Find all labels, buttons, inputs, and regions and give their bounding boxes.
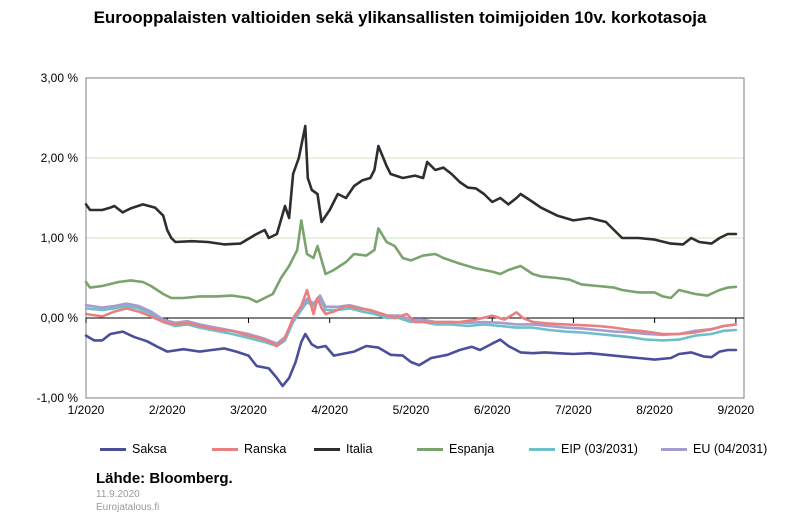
- source-note: Lähde: Bloomberg.: [96, 470, 233, 487]
- x-tick-label: 9/2020: [718, 403, 755, 417]
- x-tick-label: 7/2020: [555, 403, 592, 417]
- legend-label: Italia: [346, 442, 373, 456]
- legend-item: Espanja: [417, 442, 494, 456]
- legend-label: EU (04/2031): [693, 442, 768, 456]
- x-tick-label: 5/2020: [393, 403, 430, 417]
- legend-swatch: [314, 447, 340, 451]
- plot-frame: [85, 77, 745, 399]
- x-tick-label: 4/2020: [311, 403, 348, 417]
- legend-swatch: [661, 447, 687, 451]
- y-tick-label: 2,00 %: [41, 151, 79, 165]
- legend-swatch: [100, 447, 126, 451]
- series-line-ranska: [84, 288, 738, 348]
- legend-item: Ranska: [212, 442, 286, 456]
- legend-swatch: [529, 447, 555, 451]
- legend-item: Saksa: [100, 442, 167, 456]
- series-line-italia: [84, 124, 738, 246]
- series-line-eip-03-2031: [84, 296, 738, 348]
- x-tick-label: 3/2020: [230, 403, 267, 417]
- y-tick-label: 3,00 %: [41, 71, 79, 85]
- legend-item: EU (04/2031): [661, 442, 767, 456]
- legend-label: Ranska: [244, 442, 287, 456]
- series-line-espanja: [84, 219, 738, 304]
- legend-item: Italia: [314, 442, 372, 456]
- chart-title: Eurooppalaisten valtioiden sekä ylikansa…: [93, 8, 707, 27]
- site-name: Eurojatalous.fi: [96, 502, 160, 513]
- y-tick-label: 0,00 %: [41, 311, 79, 325]
- chart-legend: Saksa Ranska Italia Espanja EIP (03/2031) EU …: [100, 442, 767, 458]
- y-tick-label: 1,00 %: [41, 231, 79, 245]
- legend-label: Espanja: [449, 442, 495, 456]
- x-tick-label: 1/2020: [68, 403, 105, 417]
- publish-date: 11.9.2020: [96, 489, 140, 500]
- x-tick-label: 2/2020: [149, 403, 186, 417]
- legend-label: EIP (03/2031): [561, 442, 638, 456]
- y-tick-label: -1,00 %: [37, 391, 79, 405]
- legend-swatch: [212, 447, 238, 451]
- legend-swatch: [417, 447, 443, 451]
- series-line-saksa: [84, 330, 738, 388]
- legend-item: EIP (03/2031): [529, 442, 638, 456]
- x-tick-label: 6/2020: [474, 403, 511, 417]
- legend-label: Saksa: [132, 442, 167, 456]
- x-tick-label: 8/2020: [636, 403, 673, 417]
